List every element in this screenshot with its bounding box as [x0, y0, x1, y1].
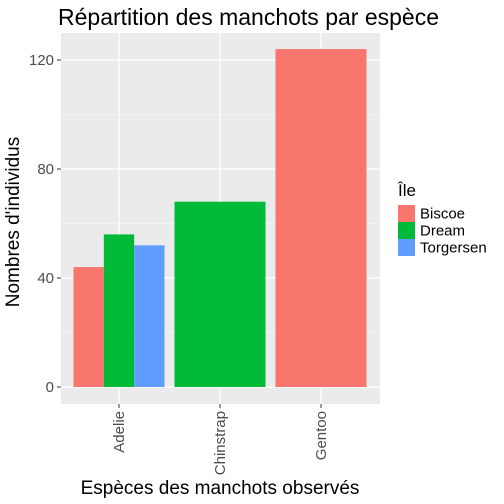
y-tick-label: 120: [29, 52, 54, 69]
x-axis-title: Espèces des manchots observés: [81, 478, 360, 499]
bar-adelie-biscoe: [73, 267, 104, 387]
y-axis-title: Nombres d'individus: [3, 137, 24, 307]
bar-adelie-dream: [103, 234, 135, 387]
chart-title: Répartition des manchots par espèce: [58, 4, 439, 30]
x-tick-label: Gentoo: [313, 411, 330, 460]
y-tick-label: 80: [37, 161, 54, 178]
legend-label: Torgersen: [420, 240, 487, 257]
bars: [73, 49, 367, 387]
legend-key-biscoe: [398, 205, 415, 222]
y-tick-label: 0: [46, 379, 54, 396]
legend-key-torgersen: [398, 239, 415, 256]
bar-chinstrap-dream: [174, 201, 266, 387]
y-tick-label: 40: [37, 270, 54, 287]
x-tick-label: Chinstrap: [212, 411, 229, 475]
legend-label: Dream: [420, 223, 465, 240]
legend-title: Île: [397, 181, 416, 200]
bar-adelie-torgersen: [134, 245, 165, 387]
y-axis: 0 40 80 120: [29, 52, 61, 396]
x-axis: Adelie Chinstrap Gentoo: [111, 404, 330, 475]
legend-label: Biscoe: [420, 206, 465, 223]
bar-gentoo-biscoe: [275, 49, 367, 387]
x-tick-label: Adelie: [111, 411, 128, 453]
legend-key-dream: [398, 222, 415, 239]
